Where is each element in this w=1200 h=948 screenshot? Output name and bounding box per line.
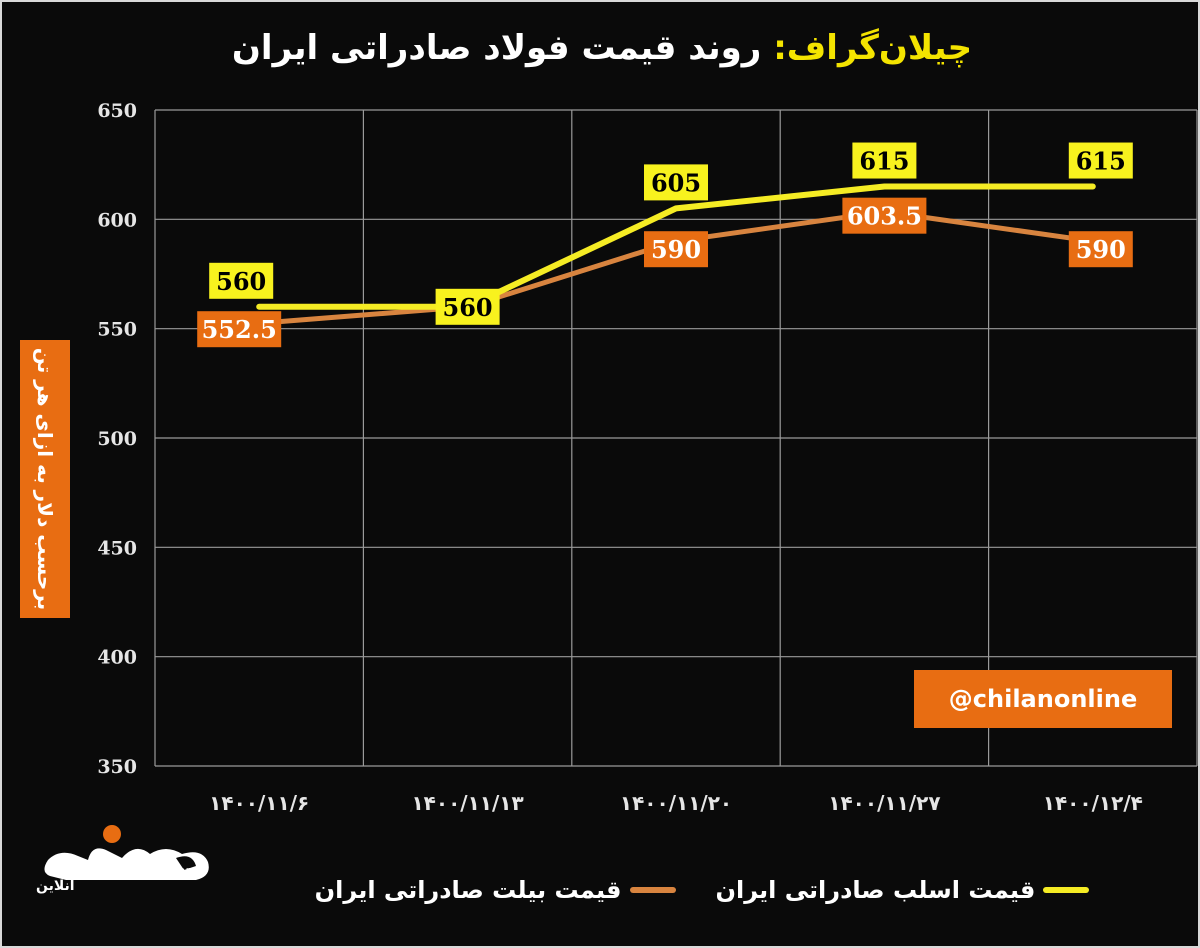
series-line-slab [256,183,1096,310]
legend-item-billet: قیمت بیلت صادراتی ایران [315,876,676,904]
svg-text:آنلاین: آنلاین [36,876,76,894]
legend-swatch-slab [1043,887,1090,893]
y-tick-label: 500 [97,428,137,450]
data-label: 590 [1076,235,1126,264]
y-tick-label: 400 [97,647,137,669]
data-label-box [1068,231,1133,268]
logo-website: www.chilanonline.com [64,864,197,877]
x-tick-label: ۱۴۰۰/۱۲/۴ [1043,791,1143,815]
data-label-box [644,231,708,268]
legend: قیمت اسلب صادراتی ایران قیمت بیلت صادرات… [302,870,1102,910]
y-tick-label: 550 [97,319,137,341]
y-tick-label: 450 [97,537,137,559]
data-label: 605 [651,168,701,197]
data-label: 615 [859,147,909,176]
x-tick-label: ۱۴۰۰/۱۱/۶ [209,791,309,815]
title-brand: چیلان‌گراف: [773,28,973,68]
y-tick-label: 600 [97,209,137,231]
legend-label-billet: قیمت بیلت صادراتی ایران [314,876,622,904]
y-tick-label: 350 [97,756,137,778]
data-label-box [842,197,927,234]
data-label-box [435,288,500,325]
data-label-box [197,311,282,348]
ylabel-box [20,340,70,618]
y-tick-label: 650 [97,100,137,122]
data-label: 560 [443,293,493,322]
data-label: 560 [216,267,266,296]
data-label: 590 [651,235,701,264]
data-label-box [852,142,917,179]
watermark-handle: @chilanonline [914,670,1172,728]
legend-item-slab: قیمت اسلب صادراتی ایران [716,876,1090,904]
chart-title: چیلان‌گراف: روند قیمت فولاد صادراتی ایرا… [2,28,1200,68]
data-label-box [209,262,274,299]
data-label: 615 [1076,147,1126,176]
data-label-box [1068,142,1133,179]
x-tick-label: ۱۴۰۰/۱۱/۲۰ [620,791,732,815]
data-label-box [644,164,708,201]
data-label: 603.5 [847,202,922,231]
data-label: 552.5 [202,315,277,344]
chilan-logo: آنلاین [36,825,209,894]
x-tick-label: ۱۴۰۰/۱۱/۱۳ [411,791,523,815]
x-tick-label: ۱۴۰۰/۱۱/۲۷ [828,791,940,815]
title-main: روند قیمت فولاد صادراتی ایران [231,28,762,68]
y-axis-label: برحسب دلار به ازای هر تن [33,347,57,611]
legend-label-slab: قیمت اسلب صادراتی ایران [715,876,1036,904]
legend-swatch-billet [629,887,676,893]
